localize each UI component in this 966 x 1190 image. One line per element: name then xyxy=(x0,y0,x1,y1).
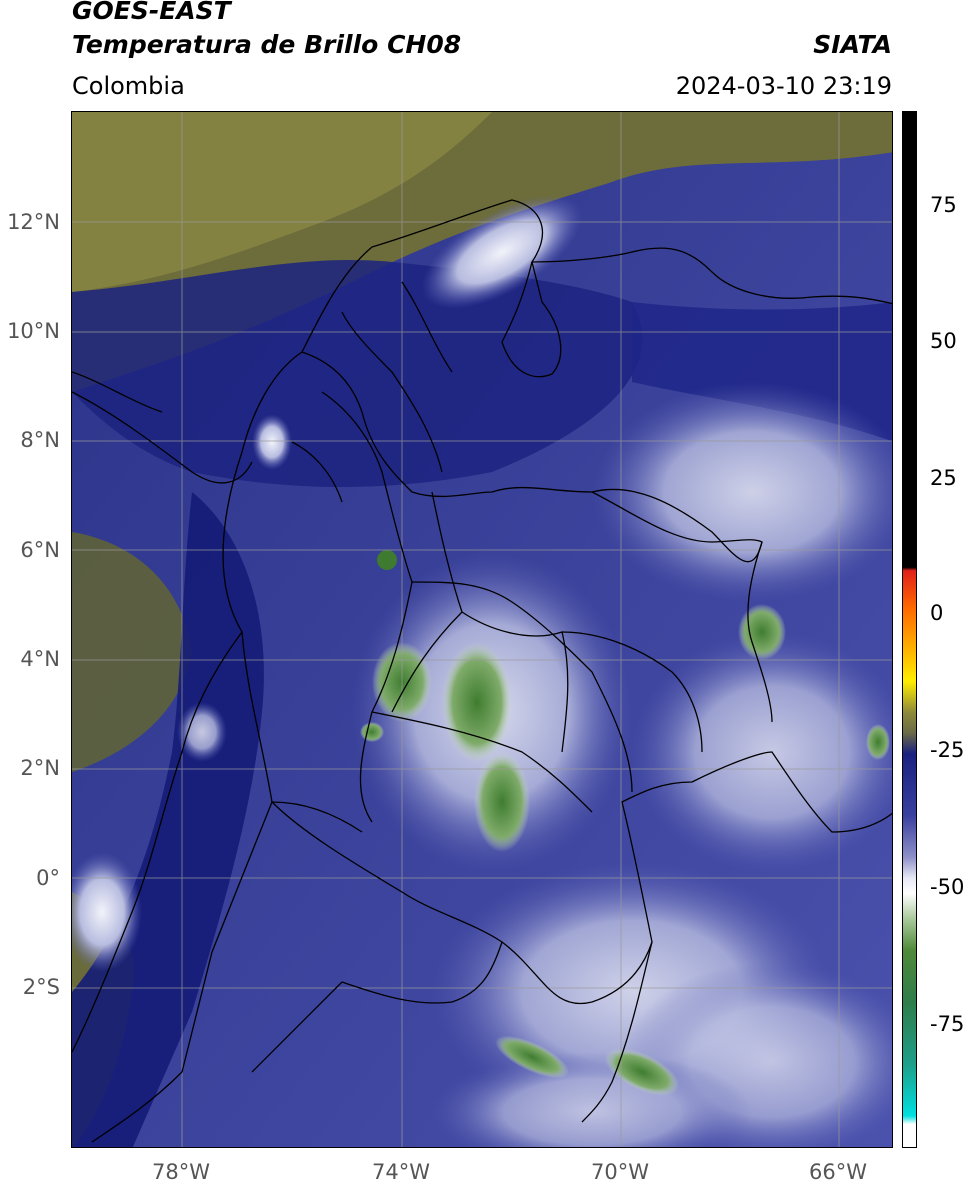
colorbar-tick: -75 xyxy=(930,1012,965,1036)
colorbar-tick: 50 xyxy=(930,329,957,353)
satellite-map-svg xyxy=(72,112,892,1147)
colorbar-tick: 25 xyxy=(930,466,957,490)
colorbar-tick: 0 xyxy=(930,601,944,625)
lat-label: 2°S xyxy=(22,975,60,999)
title-region: Colombia xyxy=(72,72,185,100)
lat-label: 8°N xyxy=(20,428,60,452)
title-datetime: 2024-03-10 23:19 xyxy=(675,72,892,100)
colorbar-tick: 75 xyxy=(930,193,957,217)
lon-label: 78°W xyxy=(152,1160,210,1184)
colorbar-tick: -25 xyxy=(930,738,965,762)
lat-label: 6°N xyxy=(20,538,60,562)
lon-label: 70°W xyxy=(591,1160,649,1184)
lat-label: 2°N xyxy=(20,756,60,780)
title-product: Temperatura de Brillo CH08 xyxy=(72,30,462,59)
lat-label: 10°N xyxy=(7,319,60,343)
lon-label: 66°W xyxy=(809,1160,867,1184)
colorbar xyxy=(902,111,917,1148)
political-borders xyxy=(72,199,892,1143)
lat-label: 4°N xyxy=(20,647,60,671)
title-agency: SIATA xyxy=(813,30,892,59)
graticule xyxy=(72,112,892,1147)
lon-label: 74°W xyxy=(372,1160,430,1184)
lat-label: 0° xyxy=(36,866,60,890)
colorbar-tick: -50 xyxy=(930,875,965,899)
title-source: GOES-EAST xyxy=(72,0,231,25)
satellite-map xyxy=(71,111,893,1148)
lat-label: 12°N xyxy=(7,210,60,234)
